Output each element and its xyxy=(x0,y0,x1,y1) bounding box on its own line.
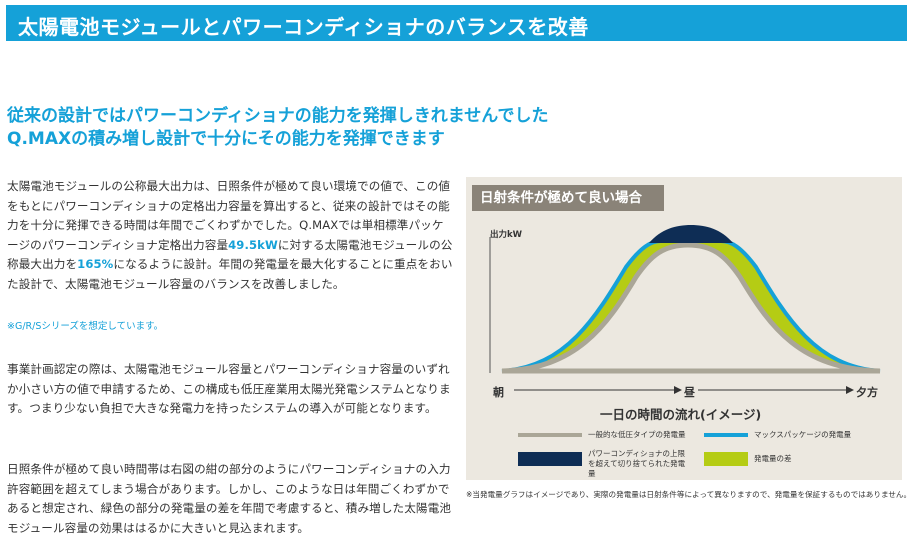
x-arrow-head-1 xyxy=(674,386,682,394)
x-label-morning: 朝 xyxy=(493,386,504,399)
paragraph-1: 太陽電池モジュールの公称最大出力は、日照条件が極めて良い環境での値で、この値をも… xyxy=(7,177,455,295)
legend-label-max-package: マックスパッケージの発電量 xyxy=(754,430,852,439)
legend-swatch-clipped xyxy=(518,452,582,466)
power-curve-diagram xyxy=(489,225,881,394)
series-note: ※G/R/Sシリーズを想定しています。 xyxy=(7,321,164,332)
subtitle-2: Q.MAXの積み増し設計で十分にその能力を発揮できます xyxy=(7,129,445,149)
paragraph-2: 事業計画認定の際は、太陽電池モジュール容量とパワーコンディショナ容量のいずれか小… xyxy=(7,362,451,416)
legend-swatch-max-package xyxy=(704,433,748,437)
x-label-noon: 昼 xyxy=(684,386,695,399)
x-axis-title: 一日の時間の流れ(イメージ) xyxy=(600,407,762,422)
legend-label-clipped: パワーコンディショナの上限を超えて切り捨てられた発電量 xyxy=(588,449,686,478)
highlight-capacity: 49.5kW xyxy=(228,237,278,252)
x-label-evening: 夕方 xyxy=(856,386,878,399)
clipped-area xyxy=(649,225,733,243)
paragraph-3: 日照条件が極めて良い時間帯は右図の紺の部分のようにパワーコンディショナの入力許容… xyxy=(7,462,452,535)
legend-label-difference: 発電量の差 xyxy=(754,454,792,463)
title-bar: 太陽電池モジュールとパワーコンディショナのバランスを改善 xyxy=(6,5,907,41)
subtitle-1: 従来の設計ではパワーコンディショナの能力を発揮しきれませんでした xyxy=(7,106,549,126)
page-title: 太陽電池モジュールとパワーコンディショナのバランスを改善 xyxy=(18,15,589,39)
low-voltage-curve xyxy=(501,242,881,374)
y-axis-unit: 出力kW xyxy=(490,230,523,240)
paragraph-1-text-c: になるように設計。年間の発電量を最大化することに重点をおいた設計で、太陽電池モジ… xyxy=(7,257,453,291)
diagram-panel-title: 日射条件が極めて良い場合 xyxy=(472,185,664,211)
x-arrow-head-2 xyxy=(846,386,854,394)
highlight-percent: 165% xyxy=(77,257,114,272)
paragraph-1-text-a: 太陽電池モジュールの公称最大出力は、日照条件が極めて良い環境での値で、この値をも… xyxy=(7,179,451,252)
paragraph-1-text-b: に対する太陽電池モジュールの公称最大出力を xyxy=(7,237,453,272)
legend-label-low-voltage: 一般的な低圧タイプの発電量 xyxy=(588,430,686,439)
legend-swatch-low-voltage xyxy=(518,433,582,437)
chart-footnote: ※当発電量グラフはイメージであり、実際の発電量は日射条件等によって異なりますので… xyxy=(466,490,910,499)
legend-swatch-difference xyxy=(704,452,748,466)
